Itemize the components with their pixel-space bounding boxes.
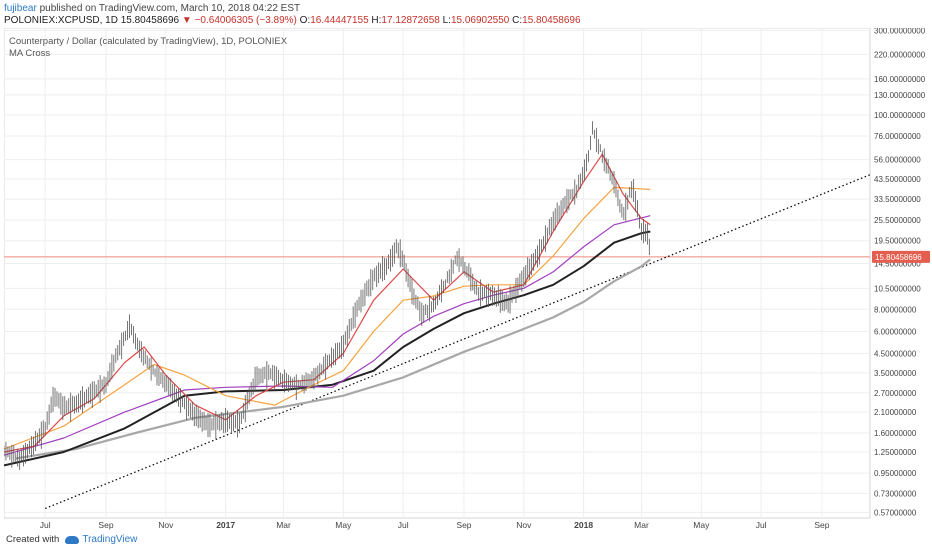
y-tick-label: 10.50000000 xyxy=(874,284,921,293)
x-tick-label: May xyxy=(335,520,352,530)
low-label: L: xyxy=(442,15,451,26)
x-tick-label: Sep xyxy=(814,520,829,530)
x-tick-label: Mar xyxy=(276,520,291,530)
y-tick-label: 0.73000000 xyxy=(874,489,917,498)
y-tick-label: 4.50000000 xyxy=(874,350,917,359)
price-badge-label: 15.80458696 xyxy=(875,253,922,262)
y-tick-label: 100.00000000 xyxy=(874,111,926,120)
x-tick-label: May xyxy=(693,520,710,530)
y-tick-label: 0.95000000 xyxy=(874,469,917,478)
y-tick-label: 220.00000000 xyxy=(874,50,926,59)
y-tick-label: 25.50000000 xyxy=(874,216,921,225)
ma-orange-line[interactable] xyxy=(4,186,651,450)
high-label: H: xyxy=(371,15,382,26)
x-tick-label: 2018 xyxy=(574,520,593,530)
y-tick-label: 2.10000000 xyxy=(874,408,917,417)
close-label: C: xyxy=(512,15,523,26)
open-value: 16.44447155 xyxy=(310,15,369,26)
low-value: 15.06902550 xyxy=(450,15,510,26)
brand-name: TradingView xyxy=(82,534,138,545)
y-tick-label: 1.60000000 xyxy=(874,429,917,438)
price-change: −0.64006305 (−3.89%) xyxy=(194,15,297,26)
x-tick-label: 2017 xyxy=(216,520,235,530)
x-tick-label: Jul xyxy=(756,520,767,530)
symbol-label: POLONIEX:XCPUSD, 1D xyxy=(4,15,118,26)
x-tick-label: Nov xyxy=(516,520,532,530)
created-with-text: Created with xyxy=(6,534,60,545)
ma-purple-line[interactable] xyxy=(4,215,651,456)
ma-black-line[interactable] xyxy=(4,230,651,467)
cloud-icon xyxy=(65,535,80,544)
footer: Created with TradingView xyxy=(6,534,137,545)
ohlc-header: POLONIEX:XCPUSD, 1D 15.80458696 ▼ −0.640… xyxy=(4,15,581,26)
y-tick-label: 0.57000000 xyxy=(874,508,917,517)
author-link[interactable]: fujibear xyxy=(4,3,37,14)
y-tick-label: 76.00000000 xyxy=(874,132,921,141)
open-label: O: xyxy=(299,15,311,26)
y-tick-label: 14.50000000 xyxy=(874,260,921,269)
y-tick-label: 2.70000000 xyxy=(874,389,917,398)
y-tick-label: 6.00000000 xyxy=(874,327,917,336)
publish-text: published on TradingView.com, March 10, … xyxy=(39,3,301,14)
indicator-label[interactable]: MA Cross xyxy=(9,48,51,59)
price-badge xyxy=(872,250,930,263)
y-tick-label: 300.00000000 xyxy=(874,28,926,36)
y-tick-label: 160.00000000 xyxy=(874,75,926,84)
change-arrow-icon: ▼ xyxy=(181,15,192,26)
x-tick-label: Jul xyxy=(40,520,51,530)
price-chart[interactable]: 300.00000000 220.00000000 160.00000000 130.… xyxy=(4,28,930,534)
last-price: 15.80458696 xyxy=(120,15,180,26)
y-tick-label: 8.00000000 xyxy=(874,305,917,314)
y-tick-label: 1.25000000 xyxy=(874,448,917,457)
tradingview-logo[interactable]: TradingView xyxy=(65,534,137,545)
y-tick-label: 3.50000000 xyxy=(874,369,917,378)
high-value: 17.12872658 xyxy=(381,15,440,26)
x-tick-label: Sep xyxy=(456,520,471,530)
trendline[interactable] xyxy=(44,174,871,510)
y-tick-label: 56.00000000 xyxy=(874,156,921,165)
y-tick-label: 19.50000000 xyxy=(874,237,921,246)
ma-gray-line[interactable] xyxy=(15,258,651,460)
chart-title: Counterparty / Dollar (calculated by Tra… xyxy=(9,36,288,47)
x-tick-label: Nov xyxy=(158,520,174,530)
close-value: 15.80458696 xyxy=(522,15,581,26)
x-tick-label: Sep xyxy=(98,520,113,530)
y-tick-label: 43.50000000 xyxy=(874,175,921,184)
y-tick-label: 130.00000000 xyxy=(874,91,926,100)
x-tick-label: Jul xyxy=(398,520,409,530)
publish-info: fujibear published on TradingView.com, M… xyxy=(4,3,300,14)
x-tick-label: Mar xyxy=(634,520,649,530)
y-tick-label: 33.50000000 xyxy=(874,195,921,204)
